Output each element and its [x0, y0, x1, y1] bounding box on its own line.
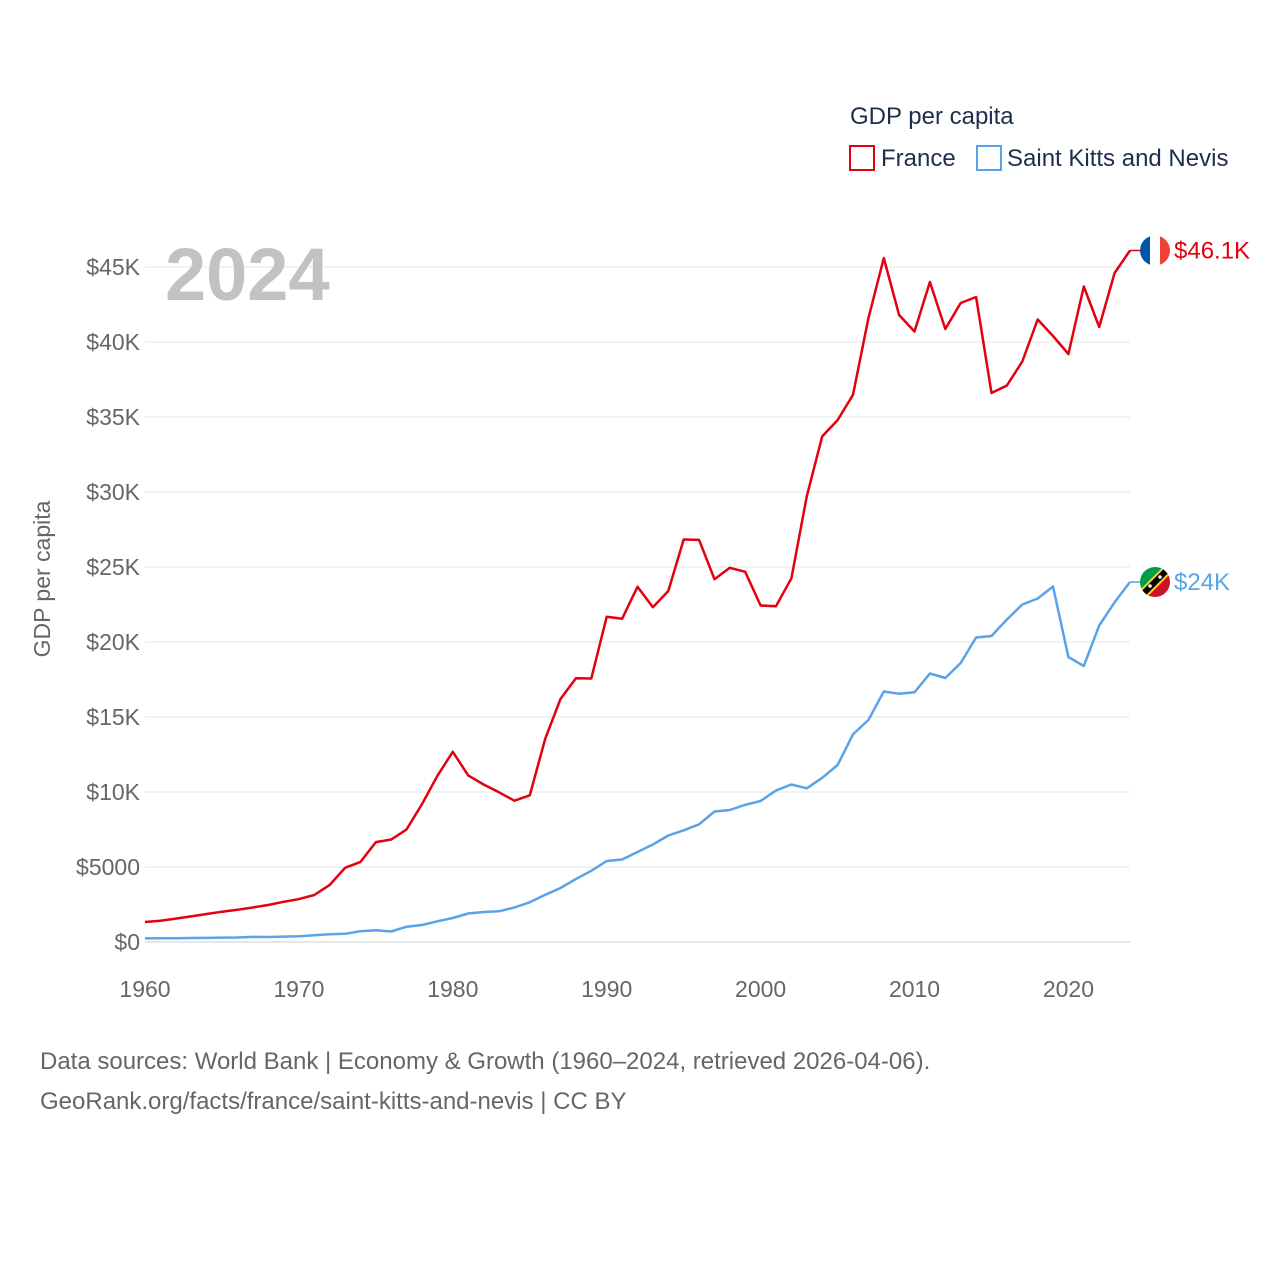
x-tick-label: 1970 [273, 976, 324, 1002]
y-tick-label: $45K [86, 254, 140, 280]
x-tick-label: 2000 [735, 976, 786, 1002]
legend-title: GDP per capita [850, 103, 1014, 130]
source-line-2: GeoRank.org/facts/france/saint-kitts-and… [40, 1088, 627, 1115]
x-tick-label: 1980 [427, 976, 478, 1002]
france-flag-icon [1140, 235, 1170, 266]
x-tick-label: 2010 [889, 976, 940, 1002]
y-tick-label: $0 [114, 929, 140, 955]
x-tick-label: 1960 [119, 976, 170, 1002]
grid-lines [145, 266, 1130, 868]
legend-label-saint-kitts[interactable]: Saint Kitts and Nevis [1007, 145, 1228, 172]
year-label: 2024 [165, 233, 330, 316]
series-line-france [144, 249, 1132, 924]
y-axis-title: GDP per capita [29, 500, 55, 657]
end-value-label: $24K [1174, 569, 1230, 596]
series-lines [144, 249, 1132, 940]
source-note: Data sources: World Bank | Economy & Gro… [40, 1042, 930, 1122]
source-line-1: Data sources: World Bank | Economy & Gro… [40, 1048, 931, 1075]
series-line-saint-kitts [144, 581, 1131, 940]
series-end-labels: $46.1K $24K [1130, 235, 1250, 597]
y-tick-label: $35K [86, 404, 140, 430]
x-tick-label: 1990 [581, 976, 632, 1002]
y-axis-ticks: $0 $5000 $10K $15K $20K $25K $30K $35K $40K $45K [76, 254, 141, 955]
y-tick-label: $15K [86, 704, 140, 730]
y-tick-label: $5000 [76, 854, 140, 880]
saint-kitts-flag-icon [1140, 567, 1170, 597]
x-axis-ticks: 1960 1970 1980 1990 2000 2010 2020 [119, 976, 1094, 1002]
y-tick-label: $20K [86, 629, 140, 655]
y-tick-label: $40K [86, 329, 140, 355]
legend-label-france[interactable]: France [881, 145, 956, 172]
legend: GDP per capita France Saint Kitts and Ne… [849, 103, 1228, 172]
y-tick-label: $30K [86, 479, 140, 505]
x-tick-label: 2020 [1043, 976, 1094, 1002]
gdp-line-chart: $0$5000$10K$15K$20K$25K$30K$35K$40K$45K … [29, 103, 1250, 1002]
end-value-label: $46.1K [1174, 238, 1250, 265]
y-tick-label: $10K [86, 779, 140, 805]
legend-swatch-france[interactable] [849, 145, 875, 171]
y-tick-label: $25K [86, 554, 140, 580]
legend-swatch-saint-kitts[interactable] [976, 145, 1002, 171]
